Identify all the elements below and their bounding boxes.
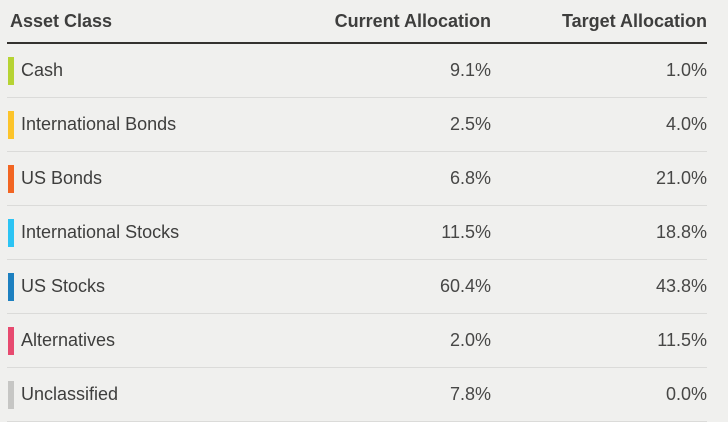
asset-class-label: US Stocks	[21, 276, 106, 296]
column-header-asset-class: Asset Class	[10, 10, 113, 31]
asset-class-cell: Unclassified	[7, 380, 291, 409]
asset-class-cell: Alternatives	[7, 326, 291, 355]
column-header-target-allocation: Target Allocation	[561, 10, 707, 31]
asset-color-bar-icon	[8, 272, 14, 301]
asset-allocation-table: Asset Class Current Allocation Target Al…	[7, 0, 707, 422]
table-body: Cash 9.1% 1.0% International Bonds 2.5% …	[7, 44, 707, 422]
current-allocation-value: 2.0%	[449, 330, 491, 350]
table-header-row: Asset Class Current Allocation Target Al…	[7, 0, 707, 44]
asset-class-label: US Bonds	[21, 168, 103, 188]
asset-color-bar-icon	[8, 56, 14, 85]
asset-class-cell: US Stocks	[7, 272, 291, 301]
target-allocation-value: 21.0%	[655, 168, 707, 188]
target-allocation-value: 0.0%	[665, 384, 707, 404]
asset-color-bar-icon	[8, 164, 14, 193]
asset-class-label: Unclassified	[21, 384, 119, 404]
asset-class-cell: International Bonds	[7, 110, 291, 139]
target-allocation-value: 1.0%	[665, 60, 707, 80]
asset-class-label: International Bonds	[21, 114, 177, 134]
asset-color-bar-icon	[8, 110, 14, 139]
asset-class-cell: Cash	[7, 56, 291, 85]
current-allocation-value: 7.8%	[449, 384, 491, 404]
target-allocation-value: 11.5%	[657, 330, 707, 350]
asset-class-cell: US Bonds	[7, 164, 291, 193]
target-allocation-value: 43.8%	[655, 276, 707, 296]
table-row[interactable]: International Stocks 11.5% 18.8%	[7, 206, 707, 260]
table-row[interactable]: US Stocks 60.4% 43.8%	[7, 260, 707, 314]
column-header-current-allocation: Current Allocation	[334, 10, 491, 31]
table-row[interactable]: Alternatives 2.0% 11.5%	[7, 314, 707, 368]
asset-color-bar-icon	[8, 326, 14, 355]
target-allocation-value: 4.0%	[665, 114, 707, 134]
asset-class-label: Alternatives	[21, 330, 116, 350]
asset-color-bar-icon	[8, 380, 14, 409]
table-row[interactable]: Cash 9.1% 1.0%	[7, 44, 707, 98]
current-allocation-value: 6.8%	[449, 168, 491, 188]
asset-class-label: International Stocks	[21, 222, 180, 242]
table-row[interactable]: US Bonds 6.8% 21.0%	[7, 152, 707, 206]
current-allocation-value: 60.4%	[439, 276, 491, 296]
table-row[interactable]: International Bonds 2.5% 4.0%	[7, 98, 707, 152]
current-allocation-value: 2.5%	[449, 114, 491, 134]
current-allocation-value: 9.1%	[449, 60, 491, 80]
asset-color-bar-icon	[8, 218, 14, 247]
current-allocation-value: 11.5%	[441, 222, 491, 242]
target-allocation-value: 18.8%	[655, 222, 707, 242]
table-row[interactable]: Unclassified 7.8% 0.0%	[7, 368, 707, 422]
asset-class-cell: International Stocks	[7, 218, 291, 247]
asset-class-label: Cash	[21, 60, 64, 80]
